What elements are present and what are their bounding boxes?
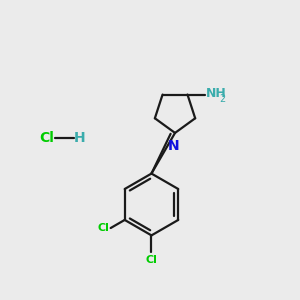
Text: N: N: [168, 140, 179, 153]
Text: 2: 2: [220, 94, 226, 104]
Text: Cl: Cl: [146, 254, 158, 265]
Text: Cl: Cl: [97, 223, 109, 233]
Text: NH: NH: [206, 87, 226, 100]
Text: H: H: [74, 131, 85, 145]
Text: Cl: Cl: [40, 131, 54, 145]
